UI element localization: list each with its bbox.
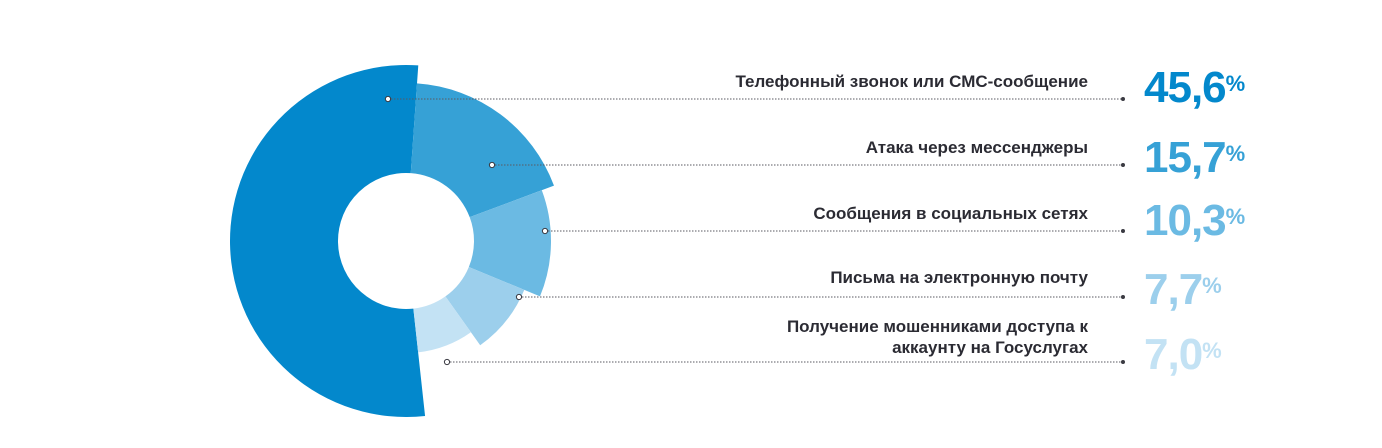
leader-end-dot bbox=[1121, 229, 1125, 233]
value-number: 45,6 bbox=[1144, 63, 1227, 112]
leader-marker bbox=[384, 95, 392, 103]
leader-end-dot bbox=[1121, 295, 1125, 299]
value-number: 10,3 bbox=[1144, 196, 1227, 245]
label-phone-sms: Телефонный звонок или СМС-сообщение bbox=[735, 72, 1088, 91]
leader-end-dot bbox=[1121, 360, 1125, 364]
value-email: 7,7% bbox=[1144, 268, 1222, 312]
donut-slices bbox=[230, 64, 554, 417]
percent-sign: % bbox=[1225, 71, 1246, 96]
value-messengers: 15,7% bbox=[1144, 136, 1245, 180]
label-social-networks: Сообщения в социальных сетях bbox=[813, 204, 1088, 223]
donut-slice bbox=[410, 83, 554, 218]
leader-marker bbox=[515, 293, 523, 301]
leader-end-dot bbox=[1121, 163, 1125, 167]
value-gosuslugi: 7,0% bbox=[1144, 333, 1222, 377]
value-number: 7,7 bbox=[1144, 265, 1203, 314]
donut-slice bbox=[445, 266, 525, 346]
percent-sign: % bbox=[1225, 141, 1246, 166]
percent-sign: % bbox=[1202, 273, 1222, 298]
label-messengers: Атака через мессенджеры bbox=[865, 138, 1088, 157]
percent-sign: % bbox=[1202, 338, 1222, 363]
leader-marker bbox=[541, 227, 549, 235]
donut-slice bbox=[413, 296, 471, 353]
label-email: Письма на электронную почту bbox=[830, 268, 1088, 287]
value-phone-sms: 45,6% bbox=[1144, 66, 1245, 110]
percent-sign: % bbox=[1225, 204, 1246, 229]
leader-marker bbox=[488, 161, 496, 169]
value-number: 7,0 bbox=[1144, 330, 1203, 379]
label-gosuslugi: Получение мошенниками доступа к аккаунту… bbox=[786, 317, 1088, 357]
value-social-networks: 10,3% bbox=[1144, 199, 1245, 243]
donut-slice bbox=[468, 190, 551, 297]
value-number: 15,7 bbox=[1144, 133, 1227, 182]
leader-marker bbox=[443, 358, 451, 366]
leader-lines bbox=[384, 95, 1125, 366]
donut-slice bbox=[230, 64, 426, 417]
leader-end-dot bbox=[1121, 97, 1125, 101]
